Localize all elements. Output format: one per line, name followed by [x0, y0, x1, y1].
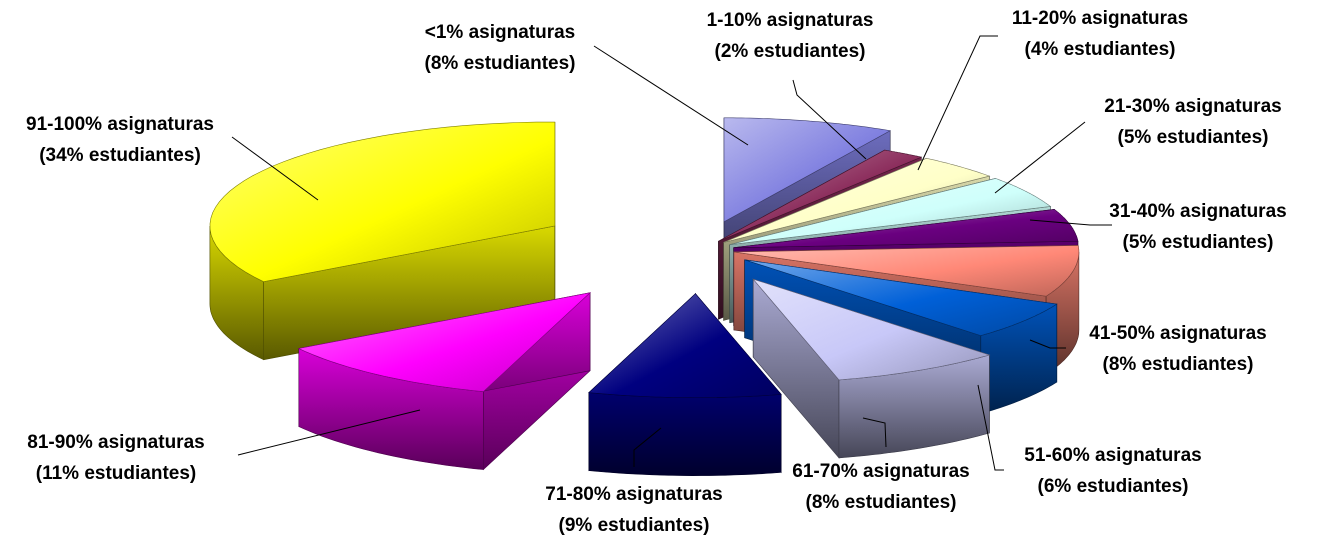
- leader-line-1: [792, 79, 867, 160]
- leader-line-0: [593, 45, 749, 146]
- slice-label-5-range: 41-50% asignaturas: [1089, 323, 1267, 344]
- slice-label-5: 41-50% asignaturas (8% estudiantes): [1058, 318, 1298, 380]
- slice-label-3-range: 21-30% asignaturas: [1104, 96, 1282, 117]
- slice-label-1: 1-10% asignaturas (2% estudiantes): [680, 5, 900, 67]
- leader-line-5: [1029, 339, 1066, 349]
- slice-label-5-students: (8% estudiantes): [1102, 354, 1254, 375]
- slice-label-7: 61-70% asignaturas (8% estudiantes): [761, 456, 1001, 518]
- slice-label-8-range: 71-80% asignaturas: [545, 484, 723, 505]
- slice-label-4-range: 31-40% asignaturas: [1109, 201, 1287, 222]
- slice-label-8-students: (9% estudiantes): [558, 515, 710, 536]
- slice-label-6-students: (6% estudiantes): [1037, 476, 1189, 497]
- slice-label-3: 21-30% asignaturas (5% estudiantes): [1078, 91, 1308, 153]
- slice-label-0-range: <1% asignaturas: [424, 22, 576, 43]
- slice-label-10: 91-100% asignaturas (34% estudiantes): [4, 109, 236, 171]
- slice-label-9: 81-90% asignaturas (11% estudiantes): [0, 427, 232, 489]
- slice-label-9-range: 81-90% asignaturas: [27, 432, 205, 453]
- slice-label-0: <1% asignaturas (8% estudiantes): [395, 17, 605, 79]
- slice-label-7-range: 61-70% asignaturas: [792, 461, 970, 482]
- slice-label-4-students: (5% estudiantes): [1122, 232, 1274, 253]
- slice-label-4: 31-40% asignaturas (5% estudiantes): [1078, 196, 1318, 258]
- pie-slice-7: [752, 278, 991, 459]
- slice-label-3-students: (5% estudiantes): [1117, 127, 1269, 148]
- slice-label-7-students: (8% estudiantes): [805, 492, 957, 513]
- leader-line-2: [917, 35, 998, 171]
- slice-label-6: 51-60% asignaturas (6% estudiantes): [993, 440, 1233, 502]
- slice-label-8: 71-80% asignaturas (9% estudiantes): [514, 479, 754, 541]
- pie-slice-10: [209, 121, 556, 361]
- leader-line-10: [231, 136, 319, 201]
- slice-label-6-range: 51-60% asignaturas: [1024, 445, 1202, 466]
- leader-line-7: [862, 417, 887, 448]
- slice-label-2-range: 11-20% asignaturas: [1011, 8, 1189, 29]
- pie-slice-9: [297, 292, 592, 471]
- leader-line-8: [633, 427, 662, 467]
- slice-label-2-students: (4% estudiantes): [1024, 39, 1176, 60]
- leader-line-3: [994, 121, 1086, 194]
- leader-line-6: [977, 384, 1004, 471]
- slice-label-2: 11-20% asignaturas (4% estudiantes): [985, 3, 1215, 65]
- leader-line-4: [1029, 219, 1112, 226]
- slice-label-10-students: (34% estudiantes): [39, 145, 201, 166]
- pie-slice-8: [588, 292, 782, 477]
- slice-label-9-students: (11% estudiantes): [35, 463, 197, 484]
- leader-line-9: [237, 409, 421, 456]
- slice-label-10-range: 91-100% asignaturas: [26, 114, 214, 135]
- slice-label-1-range: 1-10% asignaturas: [706, 10, 874, 31]
- slice-label-1-students: (2% estudiantes): [714, 41, 866, 62]
- slice-label-0-students: (8% estudiantes): [424, 53, 576, 74]
